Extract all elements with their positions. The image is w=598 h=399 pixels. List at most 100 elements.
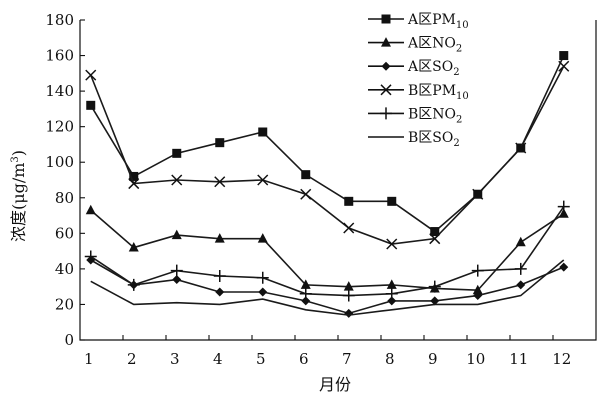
- data-point: [559, 51, 569, 61]
- legend-marker: [381, 37, 391, 47]
- y-tick-label: 80: [55, 189, 74, 207]
- data-point: [257, 233, 268, 243]
- series-line: [90, 55, 565, 233]
- series-line: [90, 259, 565, 316]
- data-point: [128, 242, 139, 252]
- data-point: [258, 127, 268, 137]
- data-point: [127, 278, 140, 291]
- legend-label: B区NO2: [408, 106, 462, 125]
- series-line: [90, 206, 565, 297]
- data-point: [172, 148, 182, 158]
- y-tick-label: 0: [64, 331, 74, 349]
- data-point: [85, 69, 97, 81]
- data-point: [429, 233, 441, 245]
- data-point: [344, 196, 354, 206]
- data-point: [86, 100, 96, 110]
- data-point: [172, 275, 182, 285]
- data-point: [472, 284, 483, 295]
- data-point: [473, 291, 483, 301]
- x-tick-label: 5: [256, 350, 266, 368]
- data-point: [430, 227, 440, 237]
- data-point: [386, 238, 398, 250]
- legend-label-main: B区PM: [408, 83, 456, 99]
- data-point: [258, 287, 268, 297]
- legend-label: B区SO2: [408, 130, 460, 149]
- x-tick-label: 12: [552, 350, 571, 368]
- legend-label-main: B区SO: [408, 130, 453, 146]
- series-1: [86, 51, 569, 237]
- series-layer: [84, 51, 570, 318]
- data-point: [558, 60, 570, 72]
- x-tick-label: 1: [84, 350, 94, 368]
- legend-item: B区SO2: [368, 130, 460, 149]
- series-line: [90, 209, 565, 292]
- x-tick-label: 11: [509, 350, 528, 368]
- legend-marker: [381, 14, 391, 24]
- y-axis-title-unit: g/m: [9, 163, 28, 194]
- x-tick-label: 3: [170, 350, 180, 368]
- legend-label: A区SO2: [407, 59, 460, 78]
- data-point: [516, 280, 526, 290]
- data-point: [343, 222, 355, 234]
- data-point: [430, 296, 440, 306]
- data-point: [472, 188, 484, 200]
- legend-label-main: A区NO: [407, 36, 456, 52]
- data-point: [213, 270, 226, 282]
- x-axis-title: 月份: [319, 375, 351, 394]
- legend-marker: [380, 84, 392, 96]
- data-point: [170, 264, 183, 277]
- legend-label-main: B区NO: [408, 106, 456, 122]
- data-point: [558, 208, 569, 218]
- legend-item: A区SO2: [368, 59, 460, 78]
- y-tick-label: 100: [45, 153, 74, 171]
- data-point: [171, 174, 183, 186]
- data-point: [128, 178, 140, 190]
- legend-label: B区PM10: [408, 83, 469, 102]
- data-point: [342, 289, 355, 302]
- data-point: [129, 171, 139, 181]
- legend-item: B区PM10: [368, 83, 469, 102]
- data-point: [343, 281, 354, 291]
- data-point: [300, 188, 312, 200]
- y-tick-label: 160: [45, 47, 74, 65]
- legend-label-main: A区PM: [407, 12, 456, 28]
- data-point: [386, 279, 397, 289]
- legend-item: A区PM10: [368, 12, 469, 31]
- x-tick-label: 7: [342, 350, 352, 368]
- y-tick-label: 140: [45, 82, 74, 100]
- y-axis-title: 浓度(μg/m3): [9, 150, 28, 242]
- y-axis-title-mu: μ: [9, 193, 28, 203]
- legend-marker: [381, 61, 391, 71]
- data-point: [85, 204, 96, 215]
- legend-item: A区NO2: [368, 36, 462, 55]
- legend-label: A区NO2: [407, 36, 462, 55]
- x-tick-label: 9: [428, 350, 438, 368]
- data-point: [559, 262, 569, 272]
- x-tick-label: 6: [299, 350, 309, 368]
- series-6: [90, 259, 565, 316]
- data-point: [557, 200, 570, 213]
- legend-item: B区NO2: [368, 106, 462, 125]
- data-point: [515, 236, 526, 247]
- x-tick-label: 10: [466, 350, 485, 368]
- data-point: [256, 271, 269, 284]
- y-tick-label: 180: [45, 11, 74, 29]
- legend-label-sub: 10: [456, 91, 469, 102]
- data-point: [344, 308, 354, 318]
- x-tick-label: 4: [213, 350, 223, 368]
- legend-label-sub: 2: [453, 67, 459, 78]
- data-point: [299, 287, 312, 300]
- data-point: [84, 250, 97, 263]
- data-point: [215, 138, 225, 148]
- legend-label: A区PM10: [407, 12, 469, 31]
- data-point: [301, 170, 311, 180]
- series-line: [90, 259, 565, 315]
- data-point: [214, 233, 225, 243]
- data-point: [471, 264, 484, 277]
- legend-label-main: A区SO: [407, 59, 453, 75]
- legend-label-sub: 2: [456, 44, 462, 55]
- legend-label-sub: 2: [456, 114, 462, 125]
